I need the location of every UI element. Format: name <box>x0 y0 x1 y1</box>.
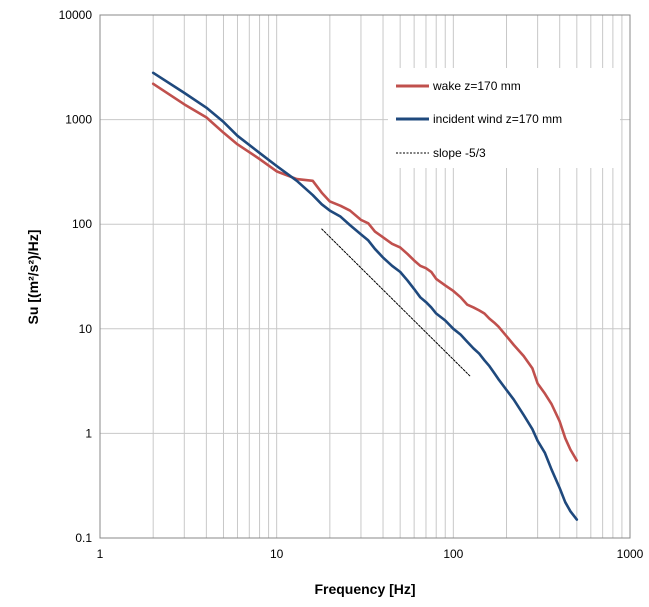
x-tick-label: 1000 <box>617 547 644 561</box>
legend-label-slope: slope -5/3 <box>433 146 486 160</box>
legend-label-wake: wake z=170 mm <box>432 79 521 93</box>
y-tick-label: 1000 <box>65 113 92 127</box>
y-tick-label: 10 <box>79 322 93 336</box>
series-line-0 <box>151 82 579 462</box>
y-tick-label: 10000 <box>59 8 93 22</box>
y-tick-label: 100 <box>72 217 92 231</box>
plot-area-border <box>99 14 631 539</box>
series-line-2 <box>321 228 471 377</box>
x-tick-label: 100 <box>443 547 463 561</box>
series-group <box>151 71 579 521</box>
legend: wake z=170 mm incident wind z=170 mm slo… <box>388 68 620 168</box>
y-tick-label: 0.1 <box>75 531 92 545</box>
legend-label-incident-wind: incident wind z=170 mm <box>433 112 562 126</box>
series-line-1 <box>151 71 579 521</box>
x-tick-label: 10 <box>270 547 284 561</box>
y-axis-title: Su [(m²/s²)/Hz] <box>25 230 41 325</box>
x-axis-title: Frequency [Hz] <box>314 581 415 597</box>
tick-labels: 1 10 100 1000 0.1 1 10 100 1000 10000 <box>59 8 644 561</box>
x-tick-label: 1 <box>97 547 104 561</box>
y-tick-label: 1 <box>85 426 92 440</box>
grid <box>99 15 630 539</box>
